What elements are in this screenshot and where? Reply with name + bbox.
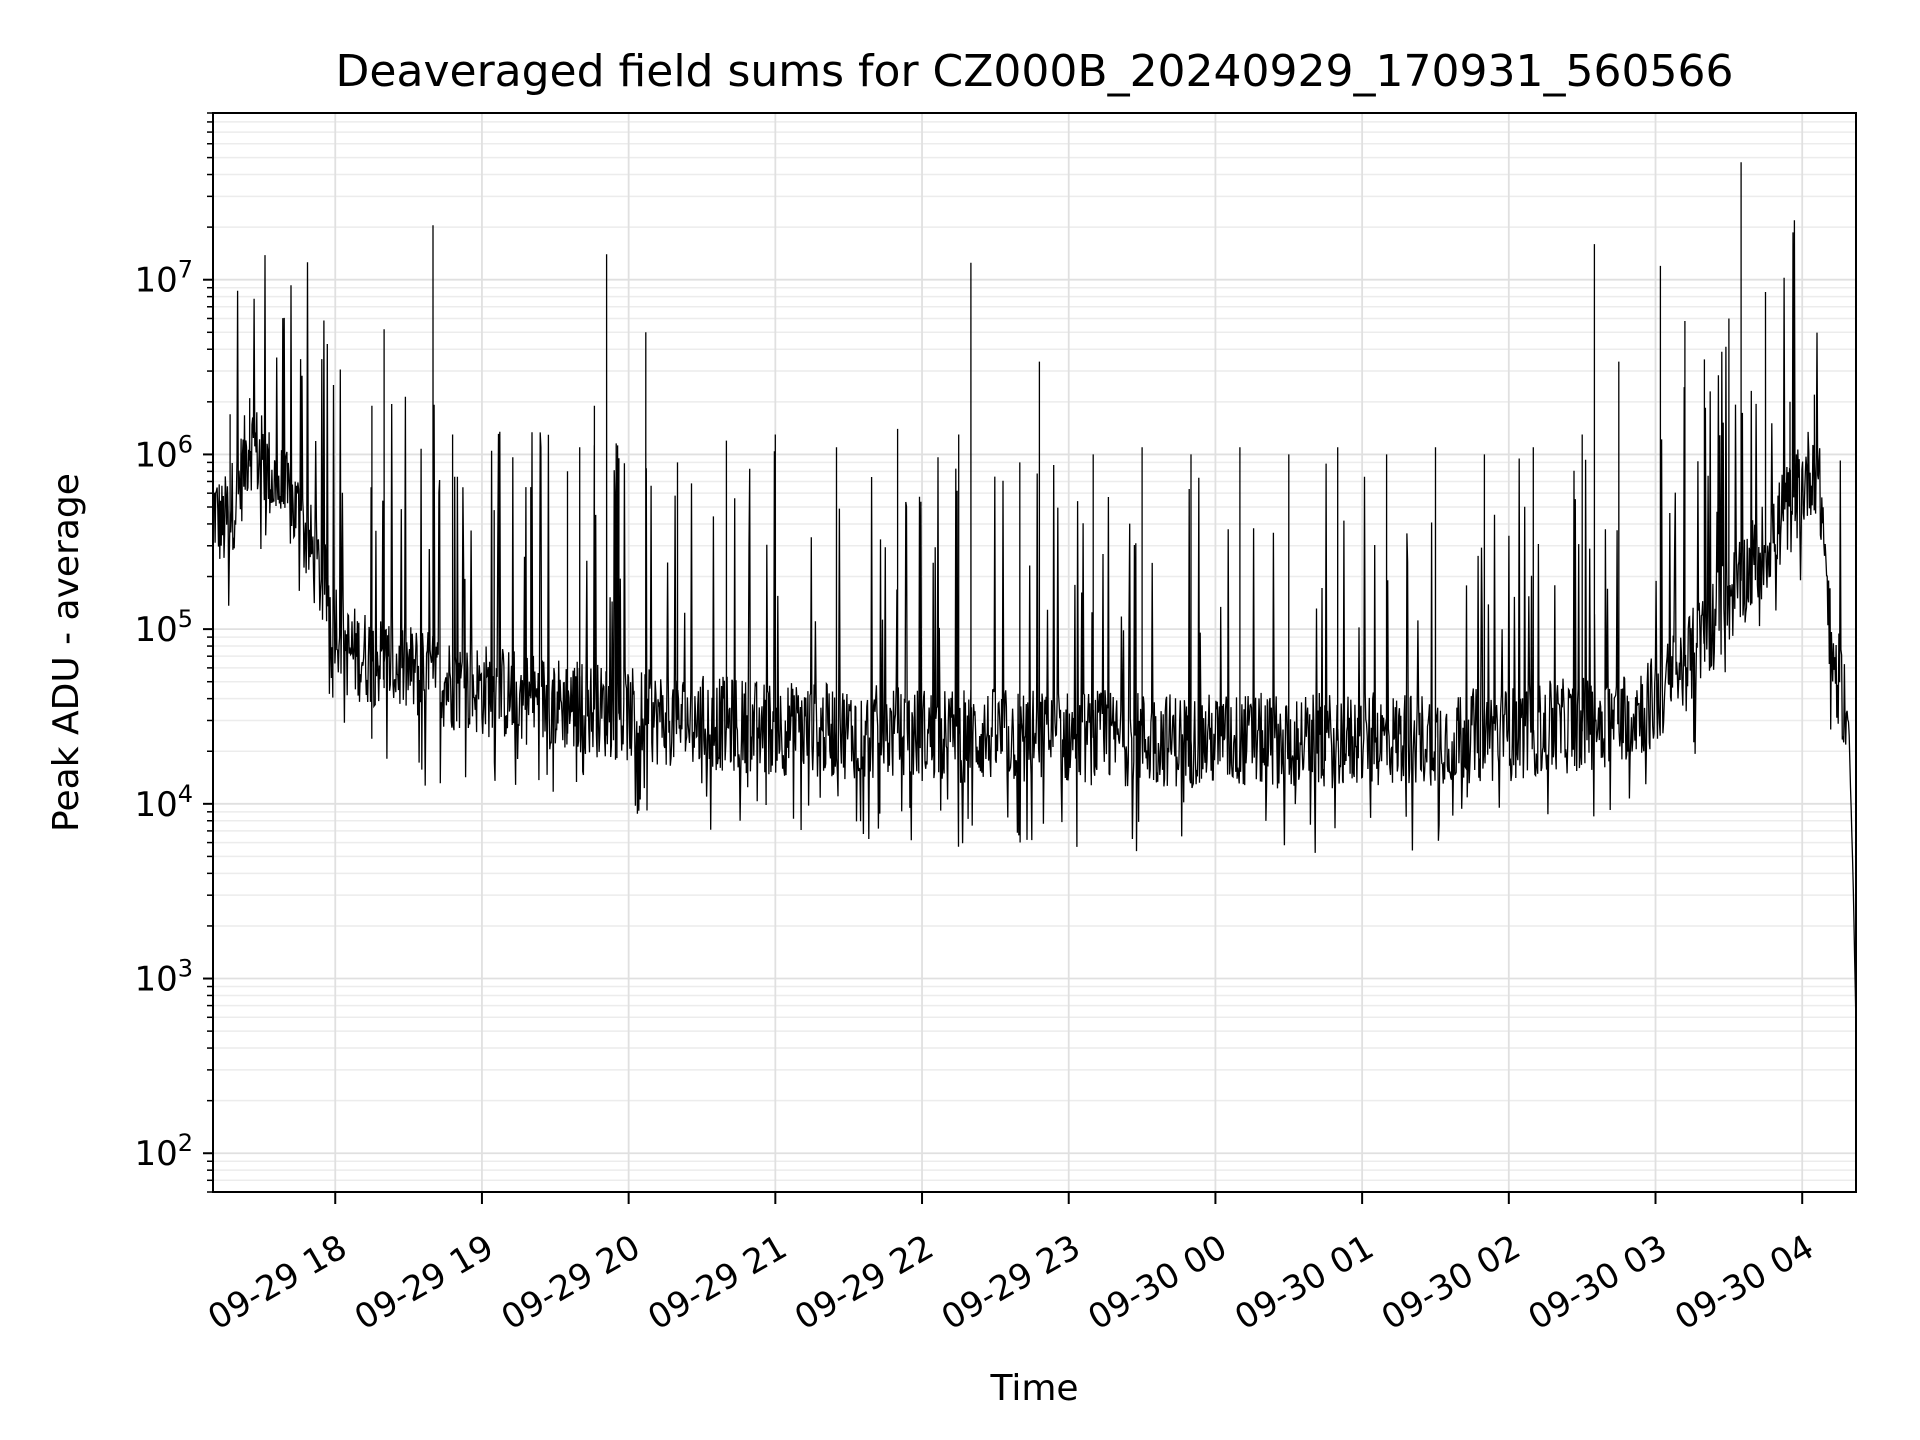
y-tick-label: 105	[134, 605, 193, 650]
y-tick-label: 102	[134, 1129, 193, 1174]
chart-title: Deaveraged field sums for CZ000B_2024092…	[336, 46, 1734, 97]
grid-minor	[207, 112, 1856, 1193]
y-axis-label: Peak ADU - average	[46, 473, 87, 832]
y-tick-label: 104	[134, 780, 193, 825]
y-tick-label: 103	[134, 955, 193, 1000]
plot-frame	[212, 112, 1857, 1193]
y-axis: 102 103 104 105 106 107	[134, 256, 213, 1174]
y-tick-label: 107	[134, 256, 193, 301]
x-axis-label: Time	[989, 1368, 1078, 1409]
y-tick-label: 106	[134, 430, 193, 475]
plot-area	[212, 162, 1857, 1028]
series-line	[212, 162, 1857, 1028]
